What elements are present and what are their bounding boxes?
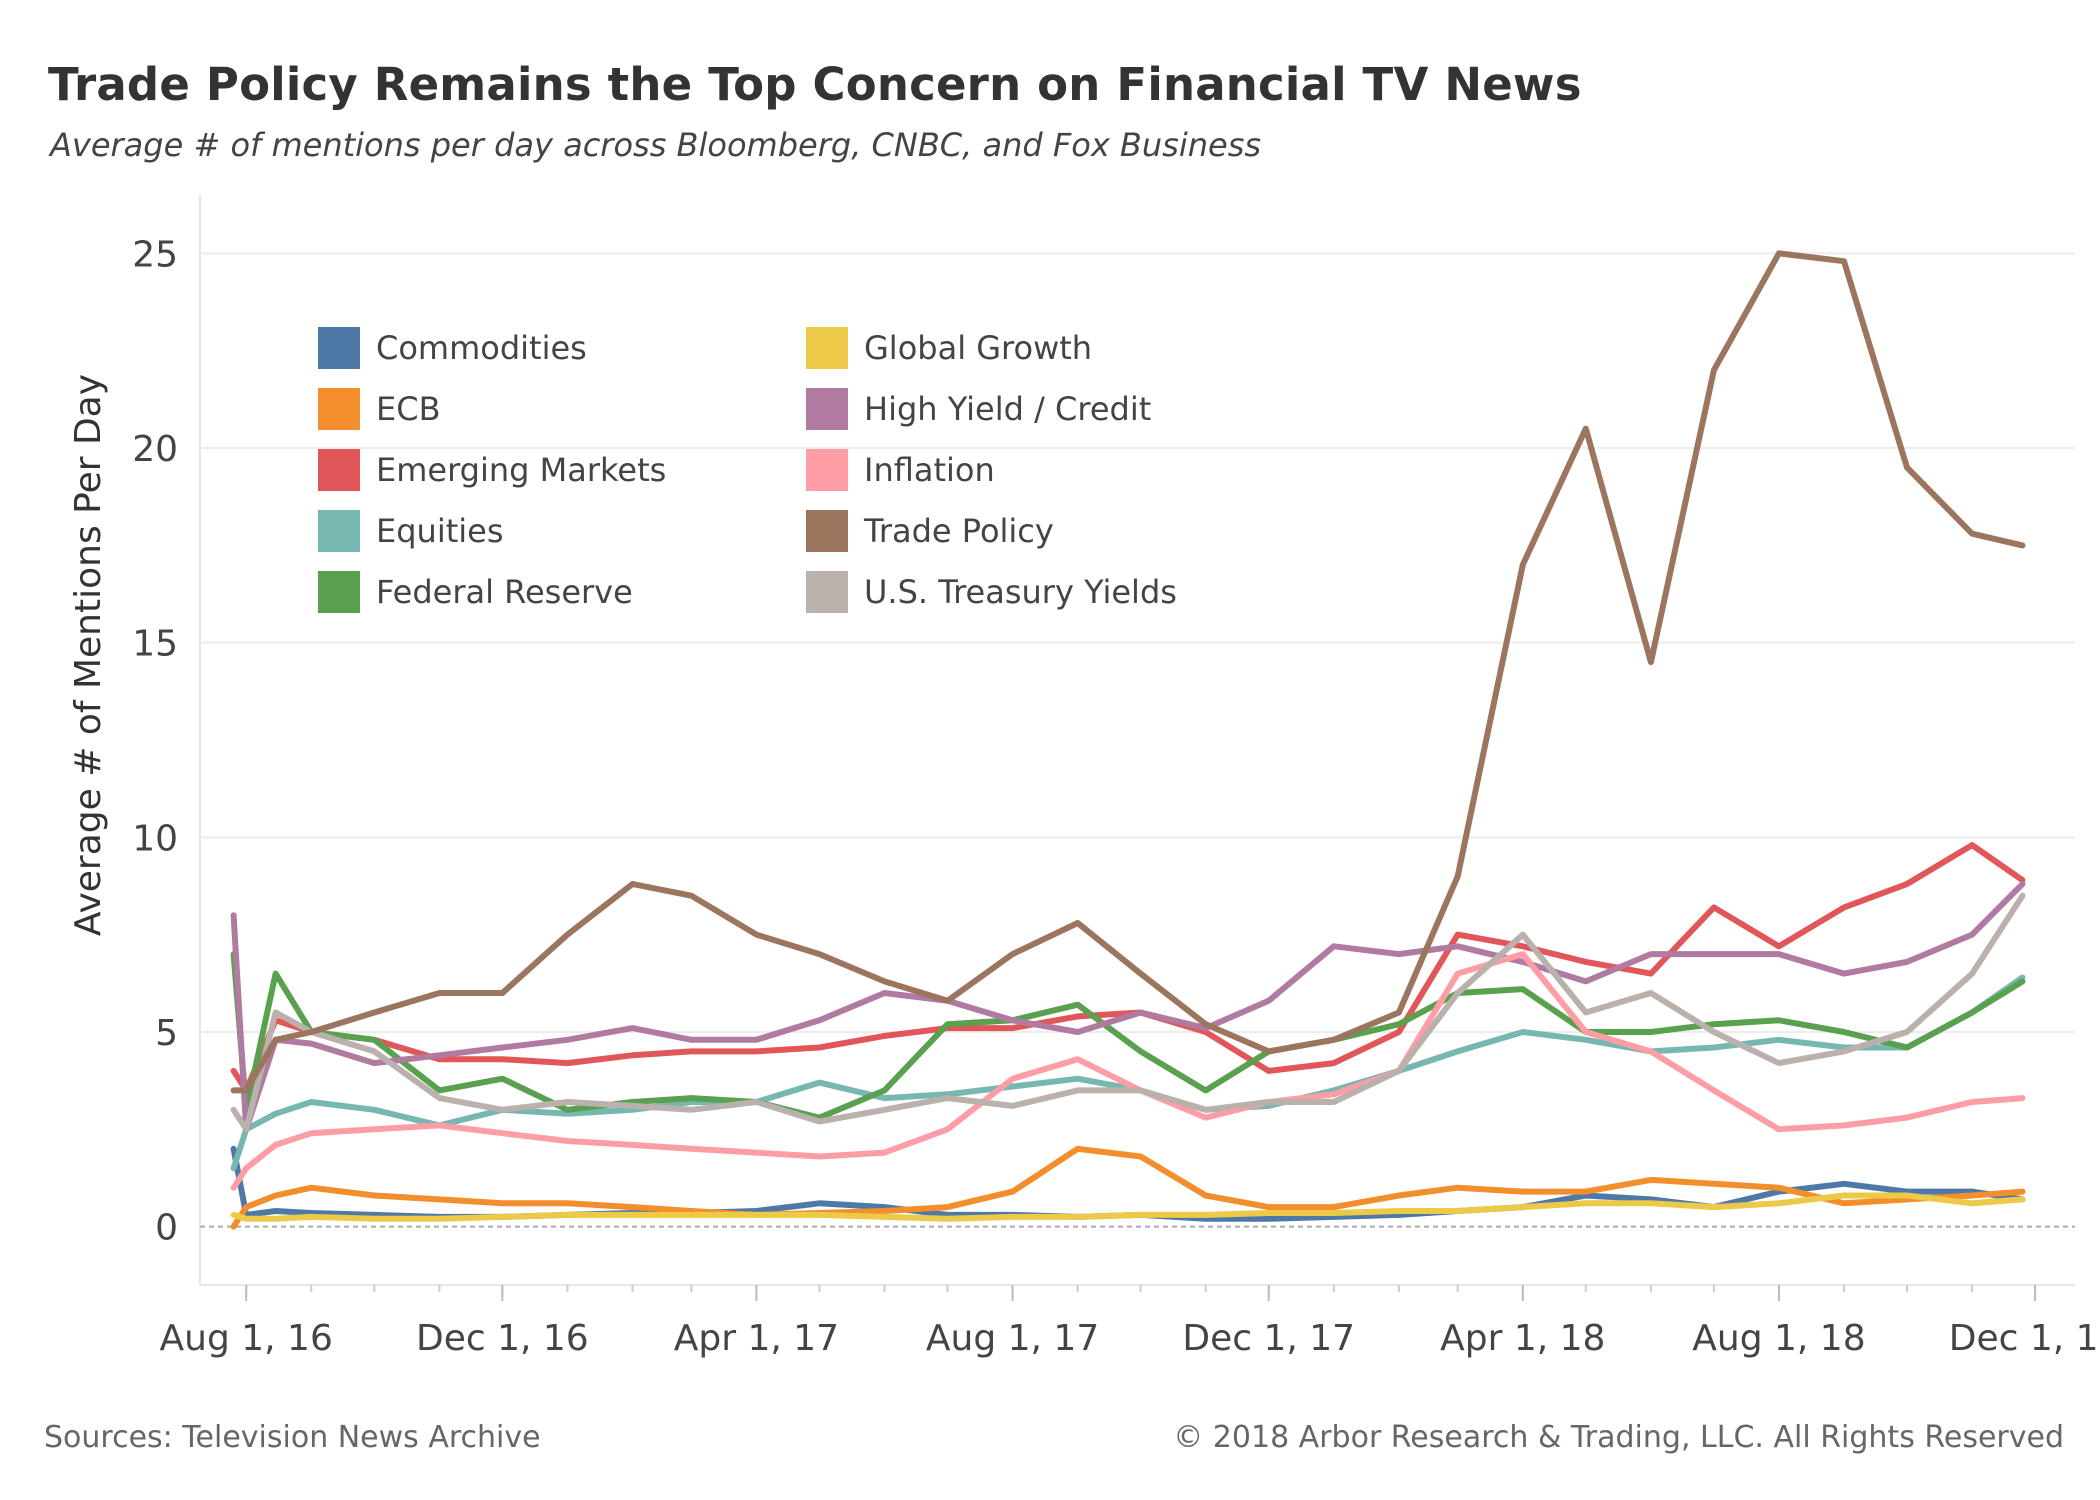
x-tick-label: Aug 1, 16: [160, 1318, 333, 1359]
x-tick-label: Apr 1, 18: [1440, 1318, 1605, 1359]
x-tick-label: Apr 1, 17: [674, 1318, 839, 1359]
legend-label: Global Growth: [864, 329, 1092, 367]
series-line-emerging-markets: [230, 842, 2026, 1094]
y-tick-label: 5: [155, 1013, 178, 1054]
x-axis-ticks: Aug 1, 16 Dec 1, 16 Apr 1, 17 Aug 1, 17 Dec …: [160, 1285, 2100, 1359]
legend-swatch: [318, 449, 360, 491]
y-axis-ticks: 0 5 10 15 20 25: [132, 234, 178, 1248]
x-tick-label: Aug 1, 18: [1692, 1318, 1865, 1359]
x-tick-label: Dec 1, 18: [1949, 1318, 2100, 1359]
x-tick-label: Dec 1, 17: [1182, 1318, 1355, 1359]
series-line-global-growth: [230, 1192, 2026, 1222]
legend-label: High Yield / Credit: [864, 390, 1151, 428]
legend-label: U.S. Treasury Yields: [864, 573, 1177, 611]
legend-swatch: [318, 388, 360, 430]
y-tick-label: 20: [132, 429, 178, 470]
legend-label: Inflation: [864, 451, 995, 489]
legend-label: Federal Reserve: [376, 573, 633, 611]
y-tick-label: 0: [155, 1208, 178, 1249]
y-tick-label: 10: [132, 818, 178, 859]
plot-area: [199, 195, 2075, 1286]
series-line-ecb: [230, 1145, 2026, 1230]
legend-swatch: [806, 510, 848, 552]
chart-subtitle: Average # of mentions per day across Blo…: [50, 126, 1262, 164]
series-line-high-yield-credit: [230, 881, 2026, 1133]
series-line-federal-reserve: [230, 951, 2026, 1121]
legend-swatch: [806, 327, 848, 369]
series-line-inflation: [230, 951, 2026, 1191]
legend-swatch: [806, 571, 848, 613]
legend-label: ECB: [376, 390, 441, 428]
chart-title: Trade Policy Remains the Top Concern on …: [48, 58, 1582, 111]
series-lines: [230, 250, 2026, 1230]
grid-lines: [200, 252, 2075, 1228]
legend-swatch: [806, 388, 848, 430]
y-tick-label: 15: [132, 624, 178, 665]
series-line-u-s-treasury-yields: [230, 892, 2026, 1133]
legend-swatch: [318, 327, 360, 369]
legend-swatch: [806, 449, 848, 491]
copyright-note: © 2018 Arbor Research & Trading, LLC. Al…: [1173, 1420, 2064, 1455]
y-axis-label: Average # of Mentions Per Day: [68, 374, 109, 936]
legend-swatch: [318, 571, 360, 613]
legend: Commodities ECB Emerging Markets Equities Fe…: [318, 327, 1177, 613]
legend-label: Equities: [376, 512, 504, 550]
source-note: Sources: Television News Archive: [44, 1420, 541, 1455]
x-tick-label: Dec 1, 16: [416, 1318, 589, 1359]
legend-swatch: [318, 510, 360, 552]
y-tick-label: 25: [132, 234, 178, 275]
legend-label: Commodities: [376, 329, 587, 367]
series-line-equities: [230, 974, 2026, 1172]
x-tick-label: Aug 1, 17: [926, 1318, 1099, 1359]
legend-label: Trade Policy: [863, 512, 1054, 550]
legend-label: Emerging Markets: [376, 451, 666, 489]
series-line-trade-policy: [230, 250, 2026, 1094]
